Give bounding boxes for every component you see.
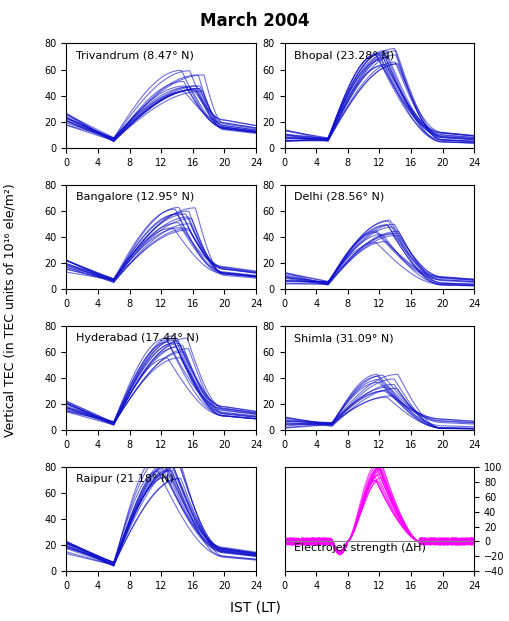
- Text: Hyderabad (17.44° N): Hyderabad (17.44° N): [76, 333, 199, 343]
- Text: Delhi (28.56° N): Delhi (28.56° N): [294, 192, 383, 202]
- Text: Bhopal (23.28° N): Bhopal (23.28° N): [294, 51, 393, 61]
- Text: Trivandrum (8.47° N): Trivandrum (8.47° N): [76, 51, 193, 61]
- Text: IST (LT): IST (LT): [229, 601, 280, 615]
- Text: Vertical TEC (in TEC units of 10¹⁶ ele/m²): Vertical TEC (in TEC units of 10¹⁶ ele/m…: [4, 184, 17, 437]
- Text: Raipur (21.18° N): Raipur (21.18° N): [76, 474, 173, 484]
- Text: Shimla (31.09° N): Shimla (31.09° N): [294, 333, 393, 343]
- Text: Electrojet strength (ΔH): Electrojet strength (ΔH): [294, 543, 425, 553]
- Text: March 2004: March 2004: [200, 12, 309, 30]
- Text: Bangalore (12.95° N): Bangalore (12.95° N): [76, 192, 193, 202]
